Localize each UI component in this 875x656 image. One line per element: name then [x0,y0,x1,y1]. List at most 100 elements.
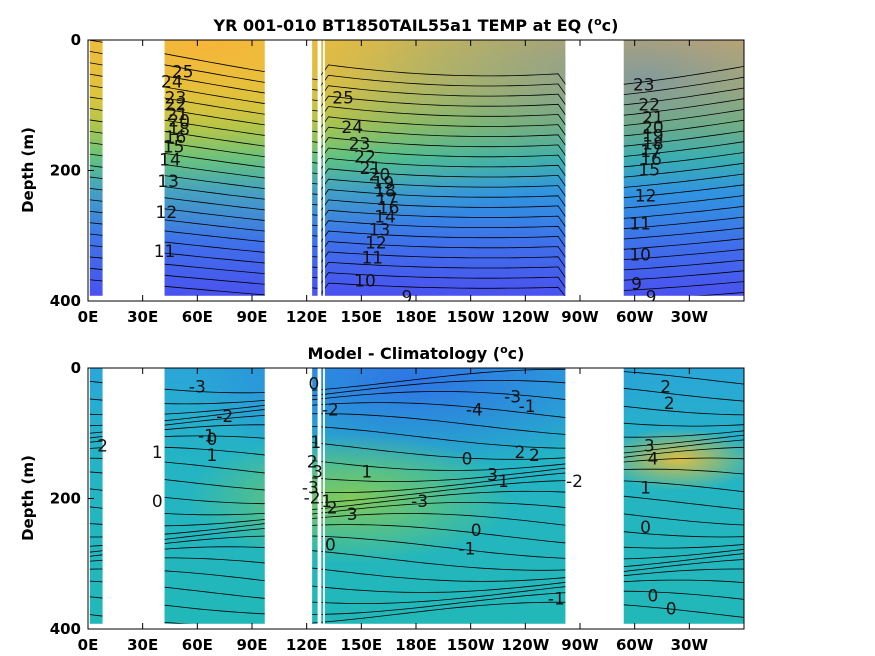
contour-line [88,513,744,538]
contour-line [88,187,744,223]
panel-anomaly-x-ticks: 0E 30E 60E 90E 120E 150E 180E 150W 120W 90W 60W 30W [78,368,709,654]
x-tick-label: 120E [286,636,328,654]
contour-label: 10 [629,245,651,265]
land-gap [323,40,325,301]
contour-line [88,50,744,100]
panel-anomaly-y-ticks: 0 200 400 [50,359,94,638]
contour-label: 0 [640,518,651,538]
x-tick-label: 90E [236,636,267,654]
contour-label: -1 [519,397,536,417]
contour-line [88,468,744,493]
contour-label: 1 [310,433,321,453]
land-gap [102,368,165,629]
contour-label: 21 [642,108,664,128]
contour-label: 3 [347,505,358,525]
contour-line [88,245,744,274]
contour-line [88,535,744,560]
x-tick-label: 30E [127,636,158,654]
x-tick-label: 150W [447,636,495,654]
contour-label: 23 [633,76,655,96]
land-gap [565,40,624,301]
contour-label: 9 [401,288,412,308]
panel-temperature-x-ticks: 0E 30E 60E 90E 120E 150E 180E 150W 120W 90W 60W 30W [78,40,709,326]
x-tick-label: 90W [561,308,599,326]
contour-label: 1 [206,446,217,466]
contour-label: -1 [548,590,565,610]
contour-label: 2 [97,436,108,456]
contour-label: 23 [349,134,371,154]
y-tick-label: 400 [50,292,81,310]
contour-line [88,130,744,172]
contour-line [88,96,744,141]
x-tick-label: 30W [671,308,709,326]
contour-label: 16 [640,150,662,170]
contour-label: 4 [647,449,658,469]
contour-label: 13 [157,172,179,192]
panel-anomaly: Model - Climatology (oc) -3-2-101 1200-21… [19,343,745,654]
contour-line [88,391,744,416]
x-tick-label: 120W [501,636,549,654]
x-tick-label: 150W [447,308,495,326]
contour-label: 14 [159,151,181,171]
contour-label: 11 [154,242,176,262]
contour-line [88,435,744,460]
contour-line [88,176,744,213]
contour-line [88,479,744,505]
contour-label: 21 [360,159,382,179]
contour-label: 25 [172,63,194,83]
contour-label: -3 [189,378,206,398]
contour-label: 2 [327,498,338,518]
contour-label: 22 [354,147,376,167]
x-tick-label: 90W [561,636,599,654]
contour-label: 22 [165,95,187,115]
x-tick-label: 30W [671,636,709,654]
contour-line [88,107,744,151]
contour-line [88,590,744,615]
x-tick-label: 60E [182,308,213,326]
land-gap [565,368,624,629]
x-tick-label: 30E [127,308,158,326]
contour-line [88,579,744,605]
contour-label: 1 [152,443,163,463]
y-tick-label: 200 [50,162,81,180]
contour-label: -2 [304,489,321,509]
contour-line [88,267,744,294]
contour-label: 0 [152,492,163,512]
contour-label: 2 [514,443,525,463]
x-tick-label: 90E [236,308,267,326]
contour-label: -1 [459,539,476,559]
contour-line [88,62,744,111]
contour-label: 2 [529,446,540,466]
contour-label: 20 [369,166,391,186]
land-gap [264,368,313,629]
contour-line [88,557,744,582]
contour-label: 22 [638,95,660,115]
contour-label: 16 [378,198,400,218]
panel-temperature-title: YR 001-010 BT1850TAIL55a1 TEMP at EQ (oc… [213,15,619,35]
contour-label: 24 [161,72,183,92]
contour-label: 3 [487,466,498,486]
contour-label: 1 [640,479,651,499]
panel-temperature-y-ticks: 0 200 400 [50,31,94,310]
contour-label: 18 [374,181,396,201]
contour-label: -2 [566,472,583,492]
contour-label: 15 [163,138,185,158]
contour-line [88,165,744,202]
contour-label: -2 [216,407,233,427]
contour-label: 0 [206,430,217,450]
contour-label: 20 [168,112,190,132]
contour-label: 0 [462,449,473,469]
contour-label: 9 [631,275,642,295]
contour-label: 0 [309,374,320,394]
panel-anomaly-title: Model - Climatology (oc) [308,343,525,363]
contour-label: 11 [629,215,651,235]
contour-line [88,142,744,182]
contour-line [88,210,744,243]
land-gap [317,40,322,301]
x-tick-label: 150E [341,636,383,654]
x-tick-label: 180E [395,308,437,326]
contour-line [88,446,744,471]
